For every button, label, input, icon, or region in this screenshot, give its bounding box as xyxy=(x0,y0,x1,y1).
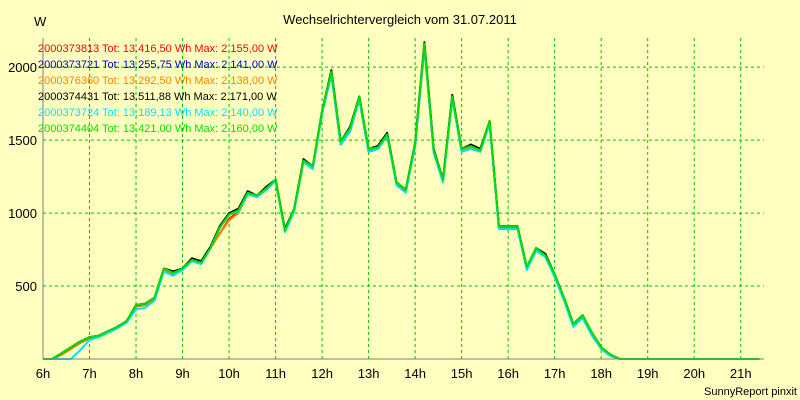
y-tick-label: 2000 xyxy=(8,60,37,75)
x-tick-label: 7h xyxy=(82,366,96,381)
y-tick-label: 1500 xyxy=(8,133,37,148)
legend-entry-2000373813: 2000373813 Tot: 13.416,50 Wh Max: 2.155,… xyxy=(38,43,278,55)
x-tick-label: 21h xyxy=(730,366,752,381)
x-tick-label: 11h xyxy=(265,366,286,381)
tick-labels: 6h 7h 8h 9h 10h 11h 12h 13h 14h 15h 16h 17h 18h 19h 20… xyxy=(8,60,752,381)
legend-entry-2000374431: 2000374431 Tot: 13.511,88 Wh Max: 2.171,… xyxy=(38,91,277,103)
y-tick-label: 1000 xyxy=(8,206,37,221)
x-tick-label: 8h xyxy=(129,366,143,381)
x-tick-label: 16h xyxy=(497,366,519,381)
x-tick-label: 20h xyxy=(683,366,705,381)
x-tick-label: 17h xyxy=(544,366,566,381)
legend-entry-2000374404: 2000374404 Tot: 13.421,00 Wh Max: 2.160,… xyxy=(38,123,278,135)
x-tick-label: 19h xyxy=(637,366,659,381)
x-tick-label: 18h xyxy=(590,366,612,381)
axes xyxy=(42,38,764,360)
series-line-2000374431 xyxy=(43,41,760,360)
y-tick-label: 500 xyxy=(15,279,37,294)
legend-entry-2000376360: 2000376360 Tot: 13.292,50 Wh Max: 2.138,… xyxy=(38,75,278,87)
x-tick-label: 13h xyxy=(358,366,380,381)
legend-entry-2000373721: 2000373721 Tot: 13.255,75 Wh Max: 2.141,… xyxy=(38,59,278,71)
legend: 2000373813 Tot: 13.416,50 Wh Max: 2.155,… xyxy=(38,43,278,135)
chart-title: Wechselrichtervergleich vom 31.07.2011 xyxy=(283,12,517,27)
x-tick-label: 14h xyxy=(404,366,426,381)
series-group xyxy=(43,41,760,360)
footer-credit: SunnyReport pinxit xyxy=(704,386,797,398)
x-tick-label: 6h xyxy=(36,366,50,381)
x-tick-label: 15h xyxy=(451,366,473,381)
x-tick-label: 10h xyxy=(218,366,240,381)
y-axis-unit: W xyxy=(34,14,47,29)
x-tick-label: 12h xyxy=(311,366,333,381)
legend-entry-2000373724: 2000373724 Tot: 13.189,13 Wh Max: 2.140,… xyxy=(38,107,278,119)
grid xyxy=(42,38,764,359)
x-tick-label: 9h xyxy=(175,366,189,381)
